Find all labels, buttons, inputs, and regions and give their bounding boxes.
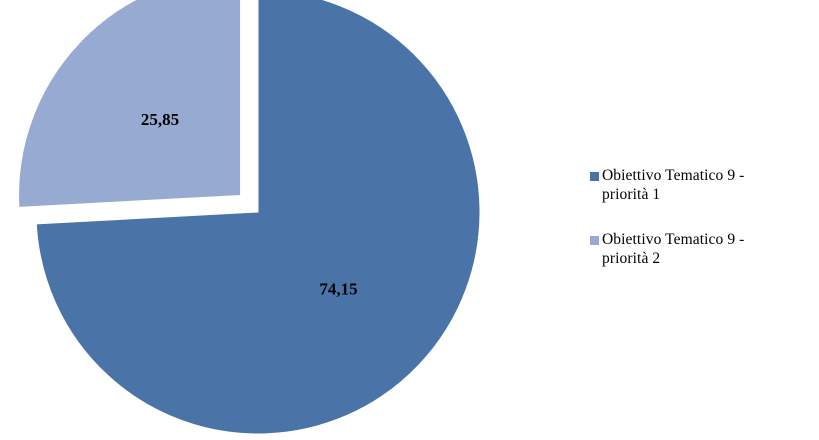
legend: Obiettivo Tematico 9 -priorità 1Obiettiv…: [590, 167, 744, 267]
legend-label-1-line-2: priorità 1: [602, 186, 660, 203]
legend-entry-1: Obiettivo Tematico 9 - priorità 1: [590, 167, 744, 203]
legend-label-2-line-2: priorità 2: [602, 250, 660, 267]
pie-slice-1: [35, 0, 481, 435]
pie-slice-labels: 74,15 25,85: [141, 110, 358, 298]
pie-slices: [18, 0, 481, 435]
pie-slice-label-2: 25,85: [141, 110, 179, 129]
legend-swatch-1: [590, 172, 599, 181]
pie-slice-2: [18, 0, 242, 208]
pie-slice-label-1: 74,15: [319, 279, 357, 298]
legend-entry-2: Obiettivo Tematico 9 - priorità 2: [590, 231, 744, 267]
legend-swatch-2: [590, 236, 599, 245]
legend-label-2-line-1: Obiettivo Tematico 9 -: [602, 231, 744, 248]
legend-label-1-line-1: Obiettivo Tematico 9 -: [602, 167, 744, 184]
